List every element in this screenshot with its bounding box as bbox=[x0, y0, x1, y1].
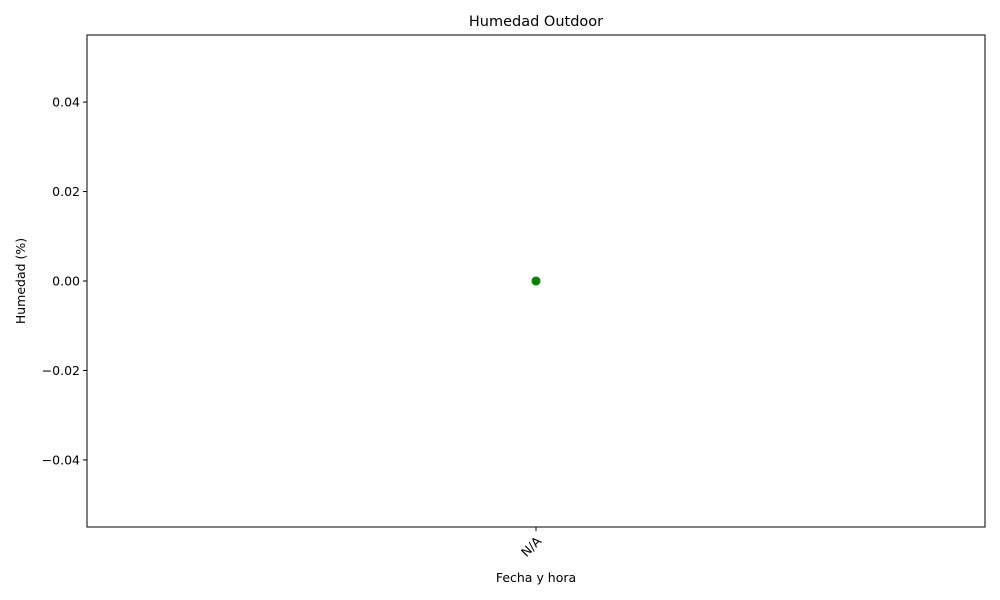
y-tick-label: 0.00 bbox=[52, 274, 80, 289]
y-tick-label: 0.04 bbox=[52, 95, 80, 110]
series-layer bbox=[531, 276, 541, 286]
y-tick-label: −0.02 bbox=[42, 363, 80, 378]
y-tick-label: −0.04 bbox=[42, 452, 80, 467]
data-point bbox=[531, 276, 541, 286]
y-tick-label: 0.02 bbox=[52, 184, 80, 199]
chart-title: Humedad Outdoor bbox=[469, 14, 603, 30]
y-axis: −0.04 −0.02 0.00 0.02 0.04 bbox=[42, 95, 87, 467]
y-axis-label: Humedad (%) bbox=[13, 238, 28, 324]
x-axis-label: Fecha y hora bbox=[496, 570, 576, 585]
